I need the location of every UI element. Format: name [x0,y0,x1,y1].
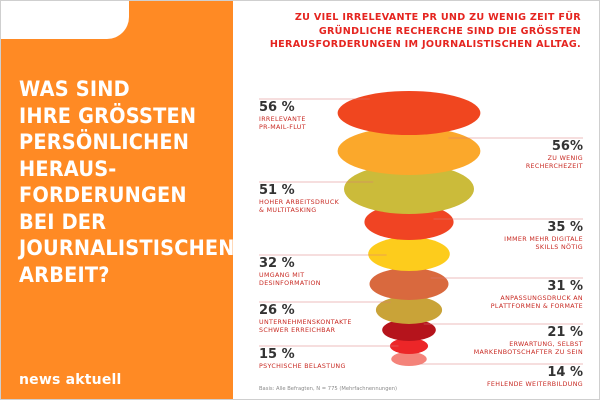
funnel-segment-2 [337,127,481,175]
chart-subtitle: ZU VIEL IRRELEVANTE PR UND ZU WENIG ZEIT… [269,12,581,50]
top-tab-notch [1,1,129,39]
funnel-segment-4 [364,204,454,240]
funnel-segment-6 [369,268,449,300]
funnel-segment-7 [375,296,443,324]
value-label-8: 21 % [547,325,583,340]
funnel-segment-8 [382,319,436,341]
category-label-1: IRRELEVANTE PR-MAIL-FLUT [259,116,306,131]
value-label-7: 26 % [259,303,295,318]
category-label-8: ERWARTUNG, SELBST MARKENBOTSCHAFTER ZU S… [473,341,583,356]
category-label-5: UMGANG MIT DESINFORMATION [259,272,321,287]
headline: WAS SIND IHRE GRÖSSTEN PERSÖNLICHEN HERA… [19,77,235,287]
chart-panel: ZU VIEL IRRELEVANTE PR UND ZU WENIG ZEIT… [233,1,599,399]
funnel-segment-5 [368,237,450,271]
funnel-segment-1 [337,91,481,135]
value-label-4: 35 % [547,220,583,235]
category-label-3: HOHER ARBEITSDRUCK & MULTITASKING [259,199,340,214]
brand-logo-text: news aktuell [19,372,122,388]
value-label-10: 14 % [547,365,583,380]
value-label-1: 56 % [259,100,295,115]
headline-panel: WAS SIND IHRE GRÖSSTEN PERSÖNLICHEN HERA… [1,1,235,399]
value-label-2: 56% [551,139,583,154]
funnel-segment-9 [389,338,429,354]
value-label-9: 15 % [259,347,295,362]
funnel-segment-10 [391,352,427,366]
category-label-9: PSYCHISCHE BELASTUNG [259,363,346,370]
category-label-10: FEHLENDE WEITERBILDUNG [486,381,583,388]
category-label-4: IMMER MEHR DIGITALE SKILLS NÖTIG [504,236,583,251]
category-label-7: UNTERNEHMENSKONTAKTE SCHWER ERREICHBAR [259,319,352,334]
value-label-6: 31 % [547,279,583,294]
value-label-5: 32 % [259,256,295,271]
funnel-segment-3 [344,164,474,214]
footnote: Basis: Alle Befragten, N = 775 (Mehrfach… [259,386,398,392]
value-label-3: 51 % [259,183,295,198]
category-label-6: ANPASSUNGSDRUCK AN PLATTFORMEN & FORMATE [490,295,583,310]
category-label-2: ZU WENIG RECHERCHEZEIT [525,155,583,170]
